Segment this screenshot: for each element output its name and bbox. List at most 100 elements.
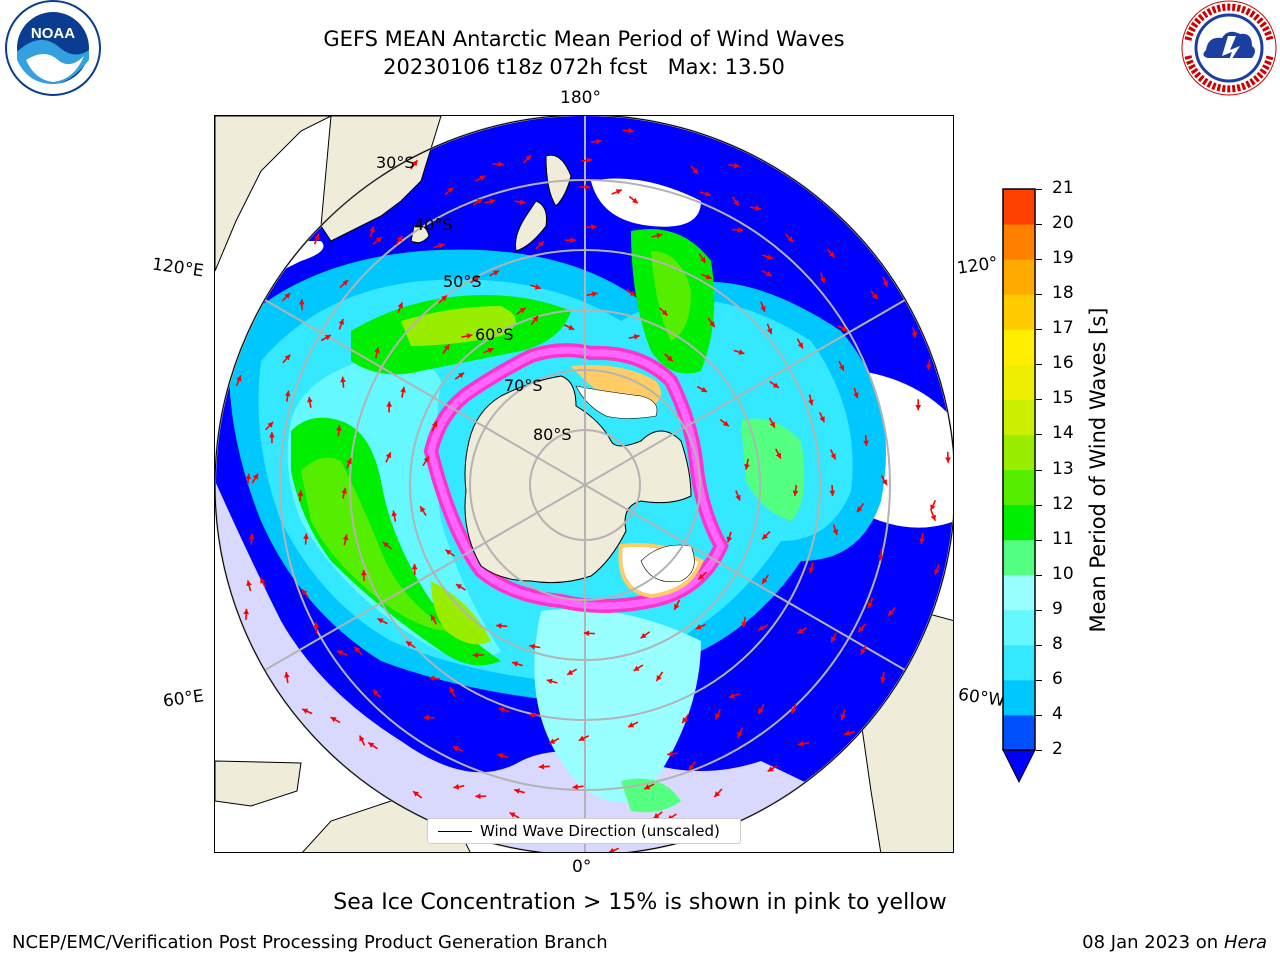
wave-direction-arrowhead (346, 458, 352, 465)
wave-direction-arrowhead (628, 722, 635, 728)
wave-direction-arrowhead (525, 155, 532, 161)
colorbar-tick-mark (1036, 574, 1042, 576)
wave-direction-arrowhead (396, 235, 403, 242)
wave-direction-arrowhead (709, 321, 715, 328)
wave-direction-arrowhead (537, 241, 544, 247)
wave-direction-arrowhead (762, 577, 768, 584)
wave-direction-arrowhead (930, 504, 936, 511)
wave-direction-arrowhead (633, 334, 640, 340)
wave-direction-arrowhead (797, 628, 804, 634)
wave-direction-arrowhead (930, 514, 936, 521)
colorbar-tick-mark (1036, 364, 1042, 366)
land-tasmania (410, 225, 430, 244)
colorbar-tick-label: 6 (1052, 668, 1063, 689)
wave-direction-arrowhead (487, 347, 494, 354)
wave-direction-arrowhead (538, 763, 545, 770)
wave-direction-arrowhead (423, 456, 429, 463)
wave-direction-arrowhead (284, 354, 291, 361)
colorbar-tick-mark (1036, 539, 1042, 541)
lon-label-upper-left: 120°E (150, 254, 205, 282)
colorbar-tick-label: 19 (1052, 248, 1074, 269)
wave-direction-arrowhead (438, 242, 445, 249)
colorbar-block (1003, 574, 1035, 611)
lat-label-80s: 80°S (533, 425, 572, 444)
wave-direction-arrowhead (413, 791, 420, 797)
wave-direction-arrowhead (632, 197, 638, 204)
wave-direction-arrowhead (858, 626, 864, 633)
wave-direction-arrowhead (411, 160, 418, 167)
wave-direction-arrowhead (878, 554, 884, 561)
wave-direction-arrowhead (591, 224, 597, 230)
wave-direction-arrowhead (853, 392, 859, 399)
colorbar-block (1003, 504, 1035, 541)
wave-direction-arrowhead (243, 608, 250, 615)
wave-direction-arrowhead (758, 707, 764, 714)
wave-direction-arrowhead (860, 648, 866, 655)
wave-direction-arrowhead (656, 232, 663, 239)
colorbar-block (1003, 469, 1035, 506)
footer-timestamp: 08 Jan 2023 on Hera (1082, 932, 1267, 953)
wave-direction-arrowhead (284, 293, 291, 299)
wave-direction-arrowhead (342, 534, 349, 541)
wave-direction-arrowhead (493, 270, 500, 276)
wave-direction-arrowhead (737, 731, 743, 738)
wave-direction-arrowhead (248, 533, 255, 540)
wave-direction-arrowhead (498, 161, 504, 168)
wave-direction-arrowhead (733, 162, 740, 169)
wave-direction-arrowhead (269, 432, 275, 438)
wave-direction-arrowhead (704, 191, 711, 197)
wave-direction-arrowhead (534, 284, 541, 290)
wave-direction-arrowhead (758, 625, 765, 631)
wave-direction-arrowhead (489, 198, 496, 205)
wave-direction-arrowhead (888, 609, 894, 616)
colorbar-tick-label: 21 (1052, 178, 1074, 198)
wave-direction-arrowhead (453, 783, 460, 790)
colorbar-block (1003, 224, 1035, 260)
wave-direction-arrowhead (819, 277, 826, 284)
wave-direction-arrowhead (661, 309, 668, 316)
wave-direction-arrowhead (688, 764, 695, 771)
colorbar-block (1003, 644, 1035, 681)
wave-direction-arrowhead (766, 254, 773, 260)
land-australia-south (320, 116, 442, 242)
wave-direction-arrowhead (629, 290, 636, 296)
wave-direction-arrowhead (880, 677, 886, 683)
wave-direction-arrowhead (653, 813, 660, 819)
wave-direction-arrowhead (881, 479, 887, 486)
land-new-zealand-south (515, 200, 547, 252)
footer-host: Hera (1223, 932, 1267, 953)
wave-direction-arrowhead (400, 386, 406, 393)
wave-direction-arrowhead (330, 717, 337, 723)
colorbar-tick-mark (1036, 434, 1042, 436)
wave-direction-arrowhead (867, 602, 874, 609)
colorbar-block (1003, 539, 1035, 576)
wave-direction-arrowhead (337, 650, 343, 656)
wave-direction-arrowhead (666, 355, 673, 362)
wave-direction-arrowhead (644, 784, 651, 790)
wave-direction-arrowhead (797, 342, 803, 349)
land-australia-west (215, 116, 332, 272)
wave-direction-arrowhead (915, 404, 922, 411)
colorbar-tick-mark (1036, 504, 1042, 506)
colorbar-block (1003, 294, 1035, 330)
map-canvas (215, 116, 953, 852)
colorbar-block (1003, 679, 1035, 716)
colorbar-under-triangle (1002, 749, 1036, 784)
lat-label-50s: 50°S (443, 272, 482, 291)
wave-direction-arrowhead (458, 372, 465, 379)
wave-direction-arrowhead (695, 624, 702, 630)
colorbar-block (1003, 189, 1035, 225)
wave-direction-arrowhead (830, 453, 836, 460)
wave-direction-arrowhead (567, 669, 574, 675)
colorbar-tick-mark (1036, 399, 1042, 401)
wave-direction-arrowhead (596, 138, 602, 145)
wave-direction-arrowhead (307, 396, 313, 403)
wave-direction-arrowhead (591, 291, 598, 297)
wave-direction-arrowhead (303, 533, 309, 540)
footer-credit: NCEP/EMC/Verification Post Processing Pr… (12, 932, 608, 953)
wave-direction-arrowhead (698, 573, 705, 580)
wave-direction-arrowhead (583, 630, 590, 637)
wave-direction-arrowhead (354, 646, 360, 653)
lon-label-lower-right: 60°W (956, 684, 1007, 712)
colorbar-tick-label: 12 (1052, 493, 1074, 514)
